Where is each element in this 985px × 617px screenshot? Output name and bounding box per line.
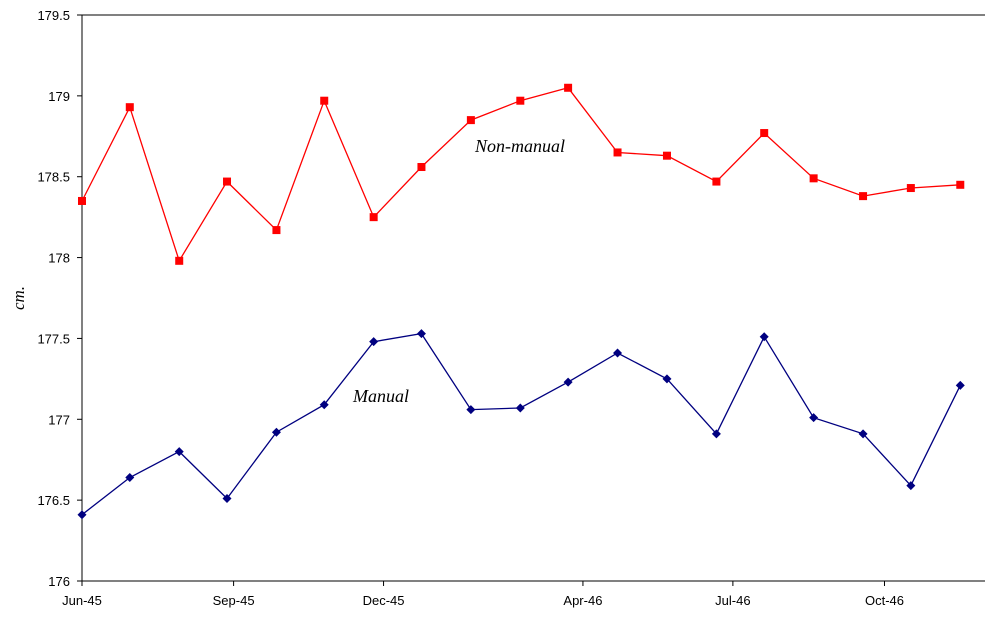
data-point-non-manual bbox=[516, 96, 525, 105]
data-point-manual bbox=[369, 337, 379, 347]
data-point-manual bbox=[222, 494, 232, 504]
x-tick-label: Jul-46 bbox=[715, 593, 750, 608]
data-point-non-manual bbox=[125, 103, 134, 112]
data-point-non-manual bbox=[320, 96, 329, 105]
data-point-manual bbox=[416, 329, 426, 339]
data-point-non-manual bbox=[906, 184, 915, 193]
series-line-manual bbox=[81, 332, 961, 516]
x-tick-label: Jun-45 bbox=[62, 593, 102, 608]
x-tick-label: Dec-45 bbox=[363, 593, 405, 608]
data-point-manual bbox=[858, 429, 868, 439]
data-point-non-manual bbox=[223, 177, 232, 186]
data-point-non-manual bbox=[369, 213, 378, 222]
data-point-non-manual bbox=[613, 148, 622, 157]
series-non-manual bbox=[78, 83, 965, 265]
series-manual bbox=[77, 329, 965, 520]
y-tick-label: 176 bbox=[48, 574, 70, 589]
y-tick-label: 177 bbox=[48, 412, 70, 427]
data-point-manual bbox=[662, 374, 672, 384]
data-point-manual bbox=[955, 380, 965, 390]
x-axis: Jun-45 Sep-45 Dec-45 Apr-46 Jul-46 Oct-46 bbox=[62, 580, 985, 608]
data-point-manual bbox=[906, 481, 916, 491]
y-axis-title: cm. bbox=[9, 286, 28, 310]
data-point-non-manual bbox=[809, 174, 818, 183]
data-point-manual bbox=[809, 413, 819, 423]
data-point-manual bbox=[125, 473, 135, 483]
data-point-non-manual bbox=[466, 116, 475, 125]
data-point-manual bbox=[271, 427, 281, 437]
x-tick-label: Sep-45 bbox=[213, 593, 255, 608]
data-point-non-manual bbox=[175, 256, 184, 265]
data-point-manual bbox=[466, 405, 476, 415]
annotation-non-manual: Non-manual bbox=[474, 136, 565, 156]
data-point-manual bbox=[77, 510, 87, 520]
data-point-non-manual bbox=[272, 226, 281, 235]
y-tick-label: 179 bbox=[48, 89, 70, 104]
data-point-non-manual bbox=[417, 163, 426, 172]
data-point-non-manual bbox=[564, 83, 573, 92]
data-point-manual bbox=[515, 403, 525, 413]
data-point-non-manual bbox=[956, 180, 965, 189]
x-tick-label: Apr-46 bbox=[563, 593, 602, 608]
y-tick-label: 178.5 bbox=[37, 170, 70, 185]
data-point-manual bbox=[711, 429, 721, 439]
data-point-non-manual bbox=[712, 177, 721, 186]
data-point-manual bbox=[613, 348, 623, 358]
y-tick-label: 177.5 bbox=[37, 331, 70, 346]
data-point-non-manual bbox=[78, 196, 86, 205]
series-line-non-manual bbox=[81, 87, 961, 263]
data-point-manual bbox=[563, 377, 573, 387]
data-point-non-manual bbox=[859, 192, 868, 201]
data-point-manual bbox=[319, 400, 329, 410]
y-tick-label: 176.5 bbox=[37, 493, 70, 508]
data-point-manual bbox=[759, 332, 769, 342]
data-point-manual bbox=[174, 447, 184, 457]
annotation-manual: Manual bbox=[352, 386, 409, 406]
data-point-non-manual bbox=[760, 129, 769, 138]
y-axis: 176 176.5 177 177.5 178 178.5 179 179.5 bbox=[37, 8, 83, 589]
y-tick-label: 179.5 bbox=[37, 8, 70, 23]
series-layer bbox=[77, 83, 965, 520]
y-tick-label: 178 bbox=[48, 251, 70, 266]
x-tick-label: Oct-46 bbox=[865, 593, 904, 608]
data-point-non-manual bbox=[662, 151, 671, 160]
